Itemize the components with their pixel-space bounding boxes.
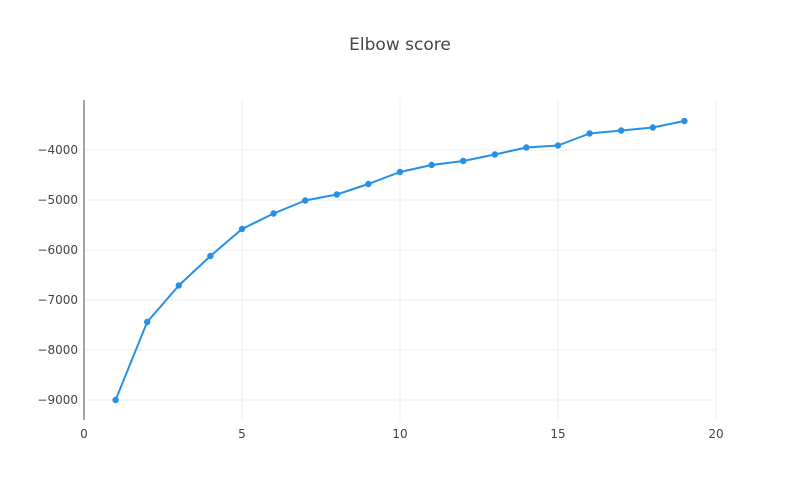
data-point[interactable] [396,168,404,176]
y-tick-label: −7000 [37,293,78,307]
data-point[interactable] [112,396,119,404]
x-tick-label: 15 [550,427,565,441]
data-point[interactable] [238,225,246,233]
data-point[interactable] [428,161,435,169]
gridlines [84,100,717,420]
tick-labels: 0 5 10 15 20 −9000 −8000 −7000 −6000 −5000 −4000 [37,143,723,441]
x-tick-label: 5 [238,427,246,441]
data-point[interactable] [175,282,182,289]
data-point[interactable] [302,197,309,204]
x-tick-label: 0 [80,427,88,441]
data-point[interactable] [681,117,688,125]
y-tick-label: −4000 [37,143,78,157]
x-tick-label: 10 [392,427,407,441]
data-point[interactable] [333,191,340,198]
y-tick-label: −9000 [37,393,78,407]
chart-title: Elbow score [349,35,451,55]
data-point[interactable] [554,142,562,149]
y-tick-label: −5000 [37,193,78,207]
data-point[interactable] [144,318,151,326]
data-point[interactable] [649,124,656,131]
data-point[interactable] [365,180,372,188]
y-tick-label: −6000 [37,243,78,257]
y-tick-label: −8000 [37,343,78,357]
x-tick-label: 20 [708,427,723,441]
series [112,117,688,404]
data-point[interactable] [270,210,277,217]
data-point[interactable] [460,157,467,165]
data-point[interactable] [207,252,214,260]
data-point[interactable] [523,144,530,151]
data-point[interactable] [586,130,593,137]
data-point[interactable] [491,151,498,158]
data-point[interactable] [618,127,625,134]
